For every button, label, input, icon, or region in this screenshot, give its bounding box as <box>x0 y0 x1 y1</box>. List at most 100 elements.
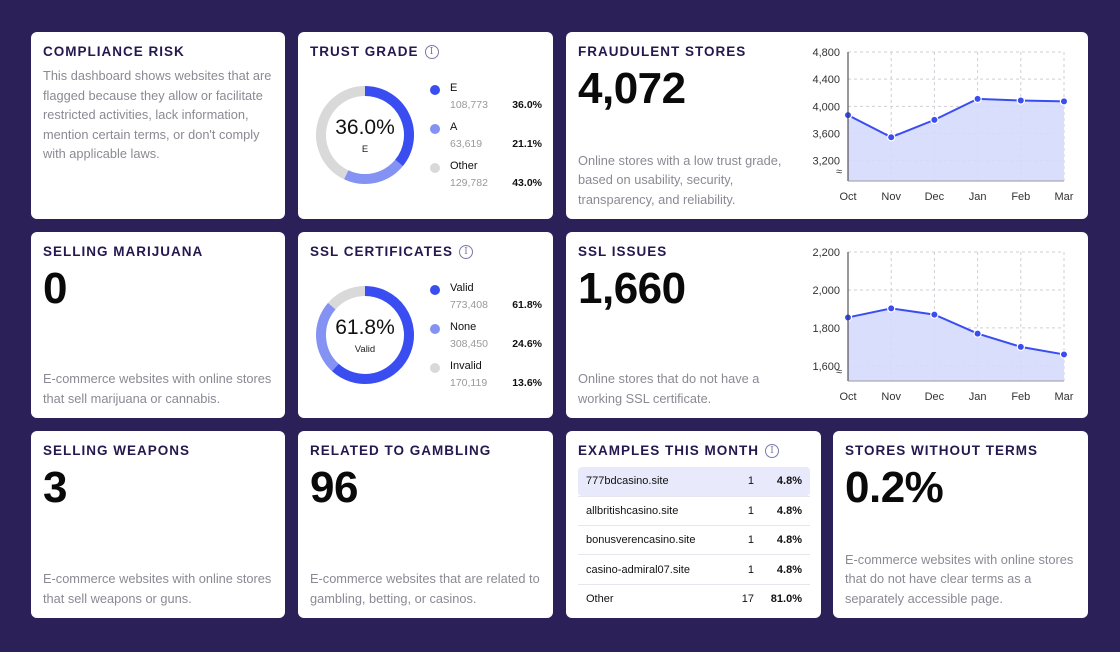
legend-name: E <box>450 82 458 94</box>
ssl-issues-trend-chart: 1,600 1,800 2,000 2,200 Oct Nov Dec Jan Feb Mar ≈ <box>812 247 1074 403</box>
legend-pct: 43.0% <box>512 177 542 189</box>
ssl-donut-chart: 61.8% Valid <box>312 282 418 388</box>
area-fill <box>848 98 1064 181</box>
card-title: FRAUDULENT STORES <box>578 44 747 59</box>
donut-slice-other <box>316 86 366 180</box>
card-description: E-commerce websites with online stores t… <box>43 571 272 606</box>
donut-center-label: Valid <box>354 343 376 355</box>
x-tick-label: Jan <box>969 191 987 203</box>
legend-name: Valid <box>450 282 474 294</box>
legend-pct: 61.8% <box>512 299 542 311</box>
ssl-legend: Valid 773,408 61.8% None 308,450 24.6% I… <box>430 282 542 399</box>
trust-donut-chart: 36.0% E <box>312 82 418 188</box>
legend-count: 129,782 <box>450 177 488 189</box>
card-description: This dashboard shows websites that are f… <box>43 68 272 161</box>
donut-slice-invalid <box>328 286 366 310</box>
data-point[interactable] <box>886 133 896 142</box>
data-point[interactable] <box>1016 96 1025 105</box>
area-fill <box>848 308 1064 381</box>
x-tick-label: Feb <box>1011 191 1030 203</box>
data-point[interactable] <box>930 115 939 125</box>
donut-center-label: E <box>361 143 369 155</box>
x-tick-label: Oct <box>839 391 856 403</box>
card-description: Online stores that do not have a working… <box>578 371 760 406</box>
legend-pct: 24.6% <box>512 338 542 350</box>
legend-dot <box>430 124 440 134</box>
site-name: Other <box>586 593 614 606</box>
legend-dot <box>430 85 440 95</box>
y-tick-label: 2,000 <box>812 285 840 297</box>
y-tick-label: 4,000 <box>812 101 840 113</box>
examples-table: 777bdcasino.site 1 4.8% allbritishcasino… <box>578 467 810 613</box>
data-point[interactable] <box>1059 97 1069 106</box>
card-title-text: SSL CERTIFICATES <box>310 244 454 259</box>
legend-dot <box>430 163 440 173</box>
site-count: 1 <box>728 525 768 556</box>
legend-name: Invalid <box>450 360 482 372</box>
x-tick-label: Nov <box>881 391 901 403</box>
legend-item-e: E 108,773 36.0% <box>430 82 542 121</box>
data-point[interactable] <box>930 310 939 319</box>
donut-slice-e <box>364 86 414 167</box>
y-tick-label: 1,600 <box>812 361 840 373</box>
site-name: allbritishcasino.site <box>578 496 728 527</box>
site-pct: 4.8% <box>768 467 810 497</box>
card-title: SELLING WEAPONS <box>43 443 191 458</box>
table-row[interactable]: 777bdcasino.site 1 4.8% <box>578 467 810 497</box>
y-tick-label: 3,600 <box>812 128 840 140</box>
axis-break-icon: ≈ <box>836 366 842 378</box>
legend-item-invalid: Invalid 170,119 13.6% <box>430 360 542 399</box>
legend-item-none: None 308,450 24.6% <box>430 321 542 360</box>
big-value: 4,072 <box>578 64 686 113</box>
x-tick-label: Oct <box>839 191 856 203</box>
legend-count: 108,773 <box>450 99 488 111</box>
site-name: 777bdcasino.site <box>578 467 728 497</box>
y-tick-label: 1,800 <box>812 323 840 335</box>
donut-slice-valid <box>331 286 414 384</box>
selling-weapons-card: SELLING WEAPONS 3 E-commerce websites wi… <box>31 431 285 618</box>
fraud-trend-chart: 3,200 3,600 4,000 4,400 4,800 Oct Nov Dec Jan Feb… <box>812 47 1074 203</box>
x-tick-label: Mar <box>1055 391 1074 403</box>
axis-break-icon: ≈ <box>836 166 842 178</box>
donut-slice-none <box>316 302 339 372</box>
info-icon[interactable]: i <box>459 245 474 259</box>
data-point[interactable] <box>973 94 982 104</box>
gambling-card: RELATED TO GAMBLING 96 E-commerce websit… <box>298 431 553 618</box>
site-pct: 81.0% <box>770 593 802 606</box>
site-pct: 4.8% <box>768 496 810 527</box>
big-value: 3 <box>43 463 67 512</box>
card-title: SSL ISSUES <box>578 244 668 259</box>
x-tick-label: Mar <box>1055 191 1074 203</box>
donut-center-value: 61.8% <box>335 315 395 339</box>
donut-slice-a <box>344 159 403 184</box>
fraudulent-stores-card: FRAUDULENT STORES 4,072 Online stores wi… <box>566 32 1088 219</box>
y-tick-label: 3,200 <box>812 156 840 168</box>
table-row[interactable]: bonusverencasino.site 1 4.8% <box>578 525 810 556</box>
legend-item-valid: Valid 773,408 61.8% <box>430 282 542 321</box>
data-point[interactable] <box>1059 350 1069 359</box>
table-row[interactable]: Other 17 81.0% <box>578 584 810 613</box>
series-line <box>847 97 1065 139</box>
big-value: 1,660 <box>578 264 686 313</box>
site-count: 1 <box>728 467 768 497</box>
legend-name: Other <box>450 160 478 172</box>
legend-dot <box>430 285 440 295</box>
data-point[interactable] <box>886 304 896 313</box>
card-title: TRUST GRADE i <box>310 44 541 60</box>
site-count: 17 <box>741 593 754 606</box>
ssl-issues-card: SSL ISSUES 1,660 Online stores that do n… <box>566 232 1088 418</box>
selling-marijuana-card: SELLING MARIJUANA 0 E-commerce websites … <box>31 232 285 418</box>
card-title: COMPLIANCE RISK <box>43 44 185 59</box>
data-point[interactable] <box>1016 342 1025 352</box>
info-icon[interactable]: i <box>424 45 439 59</box>
site-pct: 4.8% <box>768 525 810 556</box>
series-line <box>847 307 1065 356</box>
legend-item-a: A 63,619 21.1% <box>430 121 542 160</box>
table-row[interactable]: allbritishcasino.site 1 4.8% <box>578 496 810 527</box>
card-title: SELLING MARIJUANA <box>43 244 204 259</box>
table-row[interactable]: casino-admiral07.site 1 4.8% <box>578 554 810 585</box>
info-icon[interactable]: i <box>765 444 780 458</box>
y-tick-label: 4,800 <box>812 47 840 59</box>
data-point[interactable] <box>973 329 982 338</box>
big-value: 0.2% <box>845 463 944 512</box>
